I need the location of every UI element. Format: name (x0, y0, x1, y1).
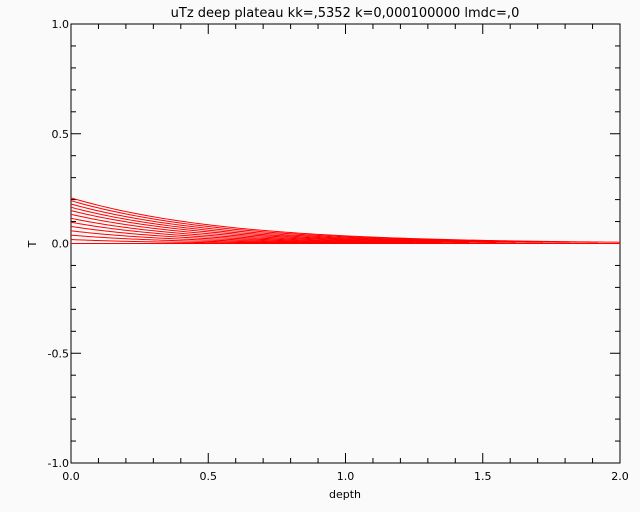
chart-title: uTz deep plateau kk=,5352 k=0,000100000 … (171, 6, 520, 21)
y-tick-label: -1.0 (48, 457, 69, 470)
y-tick-label: 1.0 (52, 18, 70, 31)
series-group (70, 197, 621, 244)
x-axis-label: depth (329, 488, 361, 501)
x-tick-label: 2.0 (611, 470, 629, 483)
y-tick-label: -0.5 (48, 347, 69, 360)
y-axis-label: T (26, 240, 39, 248)
y-tick-label: 0.0 (52, 238, 70, 251)
y-tick-label: 0.5 (52, 128, 70, 141)
x-tick-label: 0.5 (200, 470, 218, 483)
axes: 0.0 0.5 1.0 1.5 2.0 -1.0 -0.5 0.0 0.5 1.0 (48, 18, 629, 483)
x-tick-label: 1.5 (474, 470, 492, 483)
x-tick-label: 1.0 (337, 470, 355, 483)
x-tick-label: 0.0 (62, 470, 80, 483)
